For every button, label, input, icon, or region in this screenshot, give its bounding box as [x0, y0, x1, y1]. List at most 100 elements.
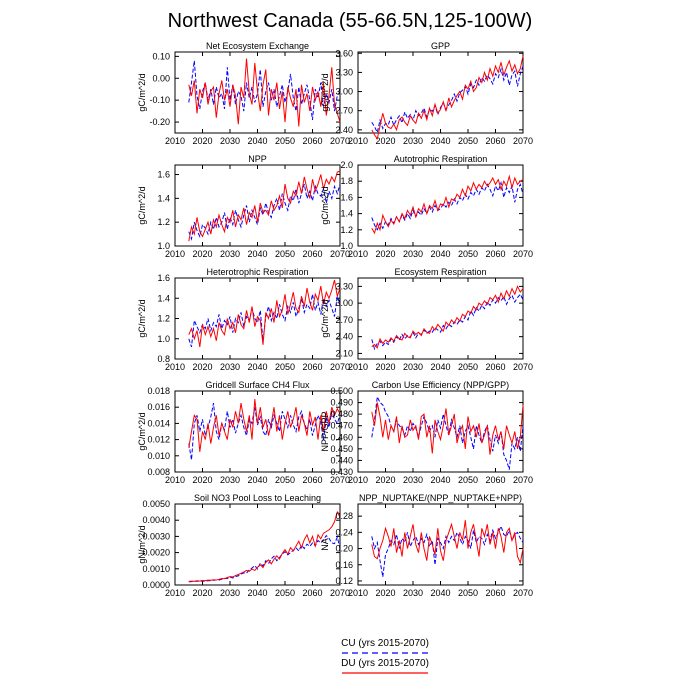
panel-9-title: Soil NO3 Pool Loss to Leaching [194, 493, 321, 503]
panel-10-ytick-label: 0.28 [335, 511, 353, 521]
panel-8-ytick-label: 0.440 [330, 455, 353, 465]
panel-6-series-du [371, 285, 524, 349]
panel-9-ytick-label: 0.0040 [142, 515, 170, 525]
panel-7-ytick-label: 0.016 [147, 402, 170, 412]
panel-1: Net Ecosystem Exchange 2010 2020 2030 2040 20… [137, 41, 350, 146]
panel-9: Soil NO3 Pool Loss to Leaching 2010 2020 20… [137, 493, 350, 598]
panel-2-title: GPP [431, 41, 450, 51]
panel-4-ytick-label: 1.4 [340, 209, 353, 219]
panel-8-ytick-label: 0.430 [330, 467, 353, 477]
panels-grid: Net Ecosystem Exchange 2010 2020 2030 2040 20… [137, 41, 533, 598]
panel-6-ytick-label: 3.00 [335, 298, 353, 308]
panel-5-series-du [188, 279, 341, 347]
main-title: Northwest Canada (55-66.5N,125-100W) [168, 10, 533, 32]
panel-7-ytick-label: 0.008 [147, 467, 170, 477]
panel-8-xtick-label: 2050 [458, 475, 478, 485]
panel-8-series-du [371, 402, 524, 455]
panel-3: NPP 2010 2020 2030 2040 2050 2060 2070 1.6 1.4 1.2… [137, 154, 350, 259]
panel-9-ytick-label: 0.0010 [142, 564, 170, 574]
panel-3-ytick-label: 1.2 [157, 217, 170, 227]
panel-8-frame [357, 390, 524, 473]
panel-1-ytick-label: 0.10 [152, 51, 170, 61]
panel-4-ytick-label: 1.2 [340, 225, 353, 235]
panel-7-ylabel: gC/m^2/d [137, 412, 147, 450]
panel-4-xtick-label: 2020 [375, 249, 395, 259]
panel-4: Autotrophic Respiration 2010 2020 2030 2040 2… [320, 154, 533, 259]
panel-6-ytick-label: 2.10 [335, 348, 353, 358]
panel-1-xtick-label: 2010 [165, 136, 185, 146]
panel-9-xtick-label: 2020 [192, 588, 212, 598]
panel-1-title: Net Ecosystem Exchange [206, 41, 309, 51]
panel-4-xtick-label: 2040 [430, 249, 450, 259]
panel-7-series-cu [188, 403, 341, 460]
panel-2-ytick-label: 3.60 [335, 48, 353, 58]
panel-6: Ecosystem Respiration 2010 2020 2030 2040 205… [320, 267, 533, 372]
panel-5-ylabel: gC/m^2/d [137, 299, 147, 337]
panel-9-series-du [188, 510, 341, 582]
panel-10-xtick-label: 2020 [375, 588, 395, 598]
panel-10-xtick-label: 2030 [403, 588, 423, 598]
panel-4-ytick-label: 2.0 [340, 160, 353, 170]
panel-2-xtick-label: 2030 [403, 136, 423, 146]
panel-2-xtick-label: 2010 [348, 136, 368, 146]
panel-4-xtick-label: 2050 [458, 249, 478, 259]
panel-8-xtick-label: 2020 [375, 475, 395, 485]
panel-4-ytick-label: 1.0 [340, 241, 353, 251]
panel-2-ylabel: gC/m^2/d [320, 73, 330, 111]
panel-10-series-du [371, 520, 524, 565]
panel-4-series-du [371, 174, 524, 235]
panel-10-xtick-label: 2050 [458, 588, 478, 598]
panel-10: NPP_NUPTAKE/(NPP_NUPTAKE+NPP) 2010 2020 203… [320, 493, 533, 598]
panel-6-xtick-label: 2030 [403, 362, 423, 372]
panel-7-series-du [188, 399, 341, 452]
panel-7-ytick-label: 0.010 [147, 451, 170, 461]
panel-4-xtick-label: 2070 [513, 249, 533, 259]
panel-8-ytick-label: 0.460 [330, 432, 353, 442]
panel-3-ytick-label: 1.6 [157, 170, 170, 180]
panel-9-ytick-label: 0.0000 [142, 580, 170, 590]
panel-5: Heterotrophic Respiration 2010 2020 2030 204… [137, 267, 350, 372]
panel-3-xtick-label: 2070 [330, 249, 350, 259]
legend: CU (yrs 2015-2070) DU (yrs 2015-2070) [341, 638, 429, 674]
panel-5-xtick-label: 2010 [165, 362, 185, 372]
panel-7-title: Gridcell Surface CH4 Flux [205, 380, 310, 390]
panel-8-xtick-label: 2040 [430, 475, 450, 485]
panel-3-xtick-label: 2010 [165, 249, 185, 259]
panel-9-xtick-label: 2050 [275, 588, 295, 598]
panel-7-xtick-label: 2030 [220, 475, 240, 485]
panel-5-xtick-label: 2040 [247, 362, 267, 372]
panel-7-ytick-label: 0.014 [147, 418, 170, 428]
panel-4-frame [357, 164, 524, 247]
panel-5-ytick-label: 1.2 [157, 314, 170, 324]
panel-5-series-cu [188, 294, 341, 348]
panel-10-ylabel: NA [320, 538, 330, 551]
panel-9-ytick-label: 0.0050 [142, 499, 170, 509]
panel-3-series-du [188, 170, 341, 242]
panel-7-ytick-label: 0.018 [147, 386, 170, 396]
panel-1-xtick-label: 2040 [247, 136, 267, 146]
panel-1-ytick-label: -0.20 [149, 117, 170, 127]
panel-2-ytick-label: 3.30 [335, 67, 353, 77]
panel-3-xtick-label: 2050 [275, 249, 295, 259]
panel-8-xtick-label: 2010 [348, 475, 368, 485]
panel-5-xtick-label: 2050 [275, 362, 295, 372]
panel-7-xtick-label: 2010 [165, 475, 185, 485]
panel-9-xtick-label: 2040 [247, 588, 267, 598]
panel-5-ytick-label: 1.4 [157, 293, 170, 303]
panel-1-ytick-label: -0.10 [149, 95, 170, 105]
panel-7-xtick-label: 2050 [275, 475, 295, 485]
panel-5-xtick-label: 2030 [220, 362, 240, 372]
panel-5-xtick-label: 2060 [302, 362, 322, 372]
panel-10-xtick-label: 2010 [348, 588, 368, 598]
panel-9-xtick-label: 2030 [220, 588, 240, 598]
panel-8-ylabel: NPP/GPP [320, 411, 330, 451]
panel-2-frame [357, 51, 524, 134]
panel-7: Gridcell Surface CH4 Flux 2010 2020 2030 204… [137, 380, 350, 485]
panel-2-ytick-label: 3.00 [335, 87, 353, 97]
panel-6-frame [357, 277, 524, 360]
panel-5-ytick-label: 0.8 [157, 354, 170, 364]
panel-3-series-cu [188, 183, 341, 241]
panel-4-ytick-label: 1.8 [340, 176, 353, 186]
panel-8-xtick-label: 2030 [403, 475, 423, 485]
panel-6-series-cu [371, 293, 524, 351]
